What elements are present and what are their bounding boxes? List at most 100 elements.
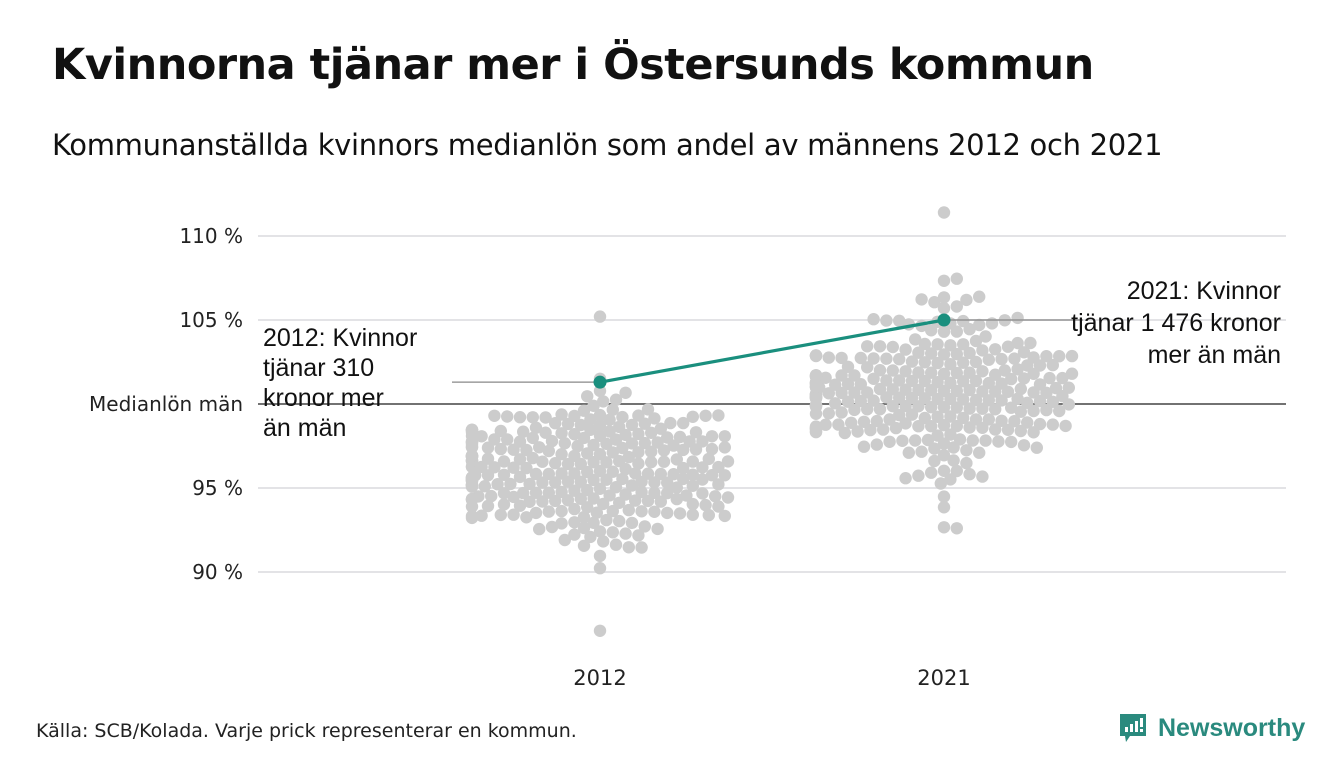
municipality-dot-2012 bbox=[568, 428, 581, 441]
municipality-dot-2021 bbox=[867, 372, 880, 385]
municipality-dot-2021 bbox=[841, 377, 855, 391]
municipality-dot-2021 bbox=[867, 352, 880, 365]
municipality-dot-2021 bbox=[960, 444, 973, 457]
municipality-dot-2012 bbox=[587, 473, 600, 487]
municipality-dot-2021 bbox=[835, 351, 848, 365]
municipality-dot-2012 bbox=[696, 473, 709, 486]
municipality-dot-2012 bbox=[526, 431, 539, 445]
municipality-dot-2021 bbox=[925, 347, 938, 360]
municipality-dot-2012 bbox=[542, 467, 555, 481]
highlight-line bbox=[599, 318, 945, 384]
municipality-dot-2021 bbox=[937, 302, 951, 315]
annotation-line: mer än män bbox=[1148, 341, 1281, 369]
y-tick-label: Medianlön män bbox=[89, 392, 243, 416]
municipality-dot-2021 bbox=[912, 420, 925, 433]
municipality-dot-2012 bbox=[577, 539, 591, 552]
annotation-2021: 2021: Kvinnor tjänar 1 476 kronor mer än m… bbox=[1071, 277, 1281, 369]
municipality-dot-2012 bbox=[600, 513, 613, 527]
municipality-dot-2021 bbox=[937, 449, 951, 462]
municipality-dot-2012 bbox=[593, 429, 607, 442]
municipality-dot-2012 bbox=[593, 464, 607, 478]
municipality-dot-2012 bbox=[712, 500, 725, 513]
municipality-dot-2012 bbox=[718, 430, 731, 443]
annotation-line: kronor mer bbox=[263, 384, 384, 412]
municipality-dot-2021 bbox=[1040, 403, 1053, 417]
municipality-dot-2012 bbox=[625, 418, 639, 432]
municipality-dot-2012 bbox=[635, 505, 648, 518]
municipality-dot-2021 bbox=[1027, 351, 1040, 364]
municipality-dot-2012 bbox=[718, 509, 731, 523]
municipality-dot-2021 bbox=[857, 440, 871, 453]
municipality-dot-2021 bbox=[989, 343, 1002, 356]
municipality-dot-2021 bbox=[848, 369, 861, 382]
municipality-dot-2012 bbox=[549, 457, 562, 470]
municipality-dot-2021 bbox=[915, 445, 928, 458]
municipality-dot-2012 bbox=[549, 417, 562, 430]
municipality-dot-2021 bbox=[937, 348, 951, 361]
municipality-dot-2012 bbox=[465, 500, 479, 513]
municipality-dot-2021 bbox=[848, 386, 861, 399]
municipality-dot-2021 bbox=[880, 314, 893, 327]
municipality-dot-2021 bbox=[1027, 426, 1040, 439]
municipality-dot-2012 bbox=[517, 425, 530, 438]
municipality-dot-2021 bbox=[937, 490, 951, 503]
municipality-dot-2012 bbox=[513, 435, 527, 448]
municipality-dot-2021 bbox=[893, 353, 906, 366]
municipality-dot-2012 bbox=[638, 436, 651, 450]
y-tick-label: 110 % bbox=[179, 224, 243, 248]
municipality-dot-2012 bbox=[702, 452, 715, 466]
municipality-dot-2012 bbox=[513, 453, 527, 466]
annotation-leaders bbox=[452, 319, 1083, 383]
municipality-dot-2012 bbox=[593, 562, 607, 575]
municipality-dot-2021 bbox=[902, 446, 915, 459]
municipality-dot-2021 bbox=[1065, 367, 1079, 380]
municipality-dot-2012 bbox=[625, 479, 639, 492]
municipality-dot-2021 bbox=[819, 371, 832, 384]
municipality-dot-2012 bbox=[670, 492, 683, 506]
municipality-dot-2012 bbox=[481, 499, 495, 513]
municipality-dot-2021 bbox=[992, 435, 1005, 448]
municipality-dot-2012 bbox=[581, 447, 594, 460]
municipality-dot-2012 bbox=[542, 444, 555, 458]
municipality-dot-2012 bbox=[641, 403, 655, 416]
municipality-dot-2021 bbox=[899, 399, 912, 413]
municipality-dot-2021 bbox=[873, 340, 887, 353]
municipality-dot-2021 bbox=[829, 397, 842, 410]
beeswarm-chart: 90 % 95 % Medianlön män 105 % 110 % 2012: Kv… bbox=[89, 206, 1286, 690]
brand-logo[interactable]: Newsworthy bbox=[1118, 712, 1305, 744]
municipality-dot-2012 bbox=[497, 487, 511, 500]
x-axis: 2012 2021 bbox=[573, 666, 970, 690]
municipality-dot-2012 bbox=[651, 522, 664, 536]
municipality-dot-2021 bbox=[873, 364, 887, 377]
municipality-dot-2021 bbox=[1062, 381, 1076, 394]
municipality-dot-2021 bbox=[928, 442, 941, 455]
municipality-dot-2021 bbox=[931, 356, 944, 370]
municipality-dot-2021 bbox=[969, 393, 983, 407]
municipality-dot-2012 bbox=[529, 421, 543, 434]
municipality-dot-2012 bbox=[619, 527, 632, 540]
municipality-dot-2012 bbox=[654, 467, 667, 481]
municipality-dot-2021 bbox=[1011, 392, 1024, 405]
chart-title: Kvinnorna tjänar mer i Östersunds kommun bbox=[52, 40, 1094, 90]
municipality-dot-2021 bbox=[899, 365, 912, 378]
municipality-dot-2021 bbox=[976, 470, 989, 483]
municipality-dot-2021 bbox=[995, 377, 1008, 390]
municipality-dot-2021 bbox=[937, 291, 951, 304]
municipality-dot-2012 bbox=[590, 506, 603, 519]
municipality-dot-2021 bbox=[947, 454, 960, 467]
municipality-dot-2012 bbox=[670, 481, 683, 494]
municipality-dot-2012 bbox=[645, 426, 658, 439]
municipality-dot-2012 bbox=[501, 410, 514, 423]
municipality-dot-2021 bbox=[867, 313, 880, 326]
municipality-dot-2012 bbox=[625, 516, 639, 530]
municipality-dot-2021 bbox=[944, 358, 957, 371]
municipality-dot-2021 bbox=[989, 403, 1002, 416]
municipality-dot-2021 bbox=[1005, 401, 1018, 414]
municipality-dot-2021 bbox=[1005, 435, 1018, 449]
municipality-dot-2012 bbox=[507, 461, 520, 474]
municipality-dot-2021 bbox=[944, 473, 957, 486]
municipality-dot-2021 bbox=[950, 464, 963, 478]
municipality-dot-2021 bbox=[944, 339, 957, 352]
municipality-dot-2021 bbox=[1046, 358, 1060, 372]
annotation-line: än män bbox=[263, 414, 346, 442]
